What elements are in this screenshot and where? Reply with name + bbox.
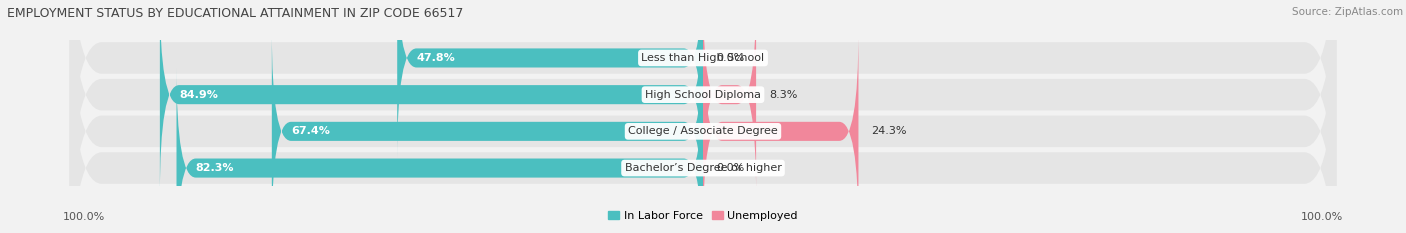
Text: 0.0%: 0.0% [716, 163, 744, 173]
FancyBboxPatch shape [703, 31, 859, 232]
Text: 24.3%: 24.3% [872, 126, 907, 136]
Text: 8.3%: 8.3% [769, 90, 797, 100]
Text: 47.8%: 47.8% [416, 53, 456, 63]
Text: Source: ZipAtlas.com: Source: ZipAtlas.com [1292, 7, 1403, 17]
FancyBboxPatch shape [70, 0, 1336, 233]
FancyBboxPatch shape [177, 68, 703, 233]
Text: Less than High School: Less than High School [641, 53, 765, 63]
Text: EMPLOYMENT STATUS BY EDUCATIONAL ATTAINMENT IN ZIP CODE 66517: EMPLOYMENT STATUS BY EDUCATIONAL ATTAINM… [7, 7, 464, 20]
Text: 100.0%: 100.0% [1301, 212, 1343, 222]
Text: 0.0%: 0.0% [716, 53, 744, 63]
FancyBboxPatch shape [703, 0, 756, 195]
Text: Bachelor’s Degree or higher: Bachelor’s Degree or higher [624, 163, 782, 173]
Text: 67.4%: 67.4% [291, 126, 330, 136]
FancyBboxPatch shape [70, 0, 1336, 226]
FancyBboxPatch shape [160, 0, 703, 195]
Text: 84.9%: 84.9% [179, 90, 218, 100]
FancyBboxPatch shape [70, 0, 1336, 233]
Text: College / Associate Degree: College / Associate Degree [628, 126, 778, 136]
FancyBboxPatch shape [271, 31, 703, 232]
Text: 100.0%: 100.0% [63, 212, 105, 222]
Text: 82.3%: 82.3% [195, 163, 235, 173]
Legend: In Labor Force, Unemployed: In Labor Force, Unemployed [603, 206, 803, 225]
FancyBboxPatch shape [398, 0, 703, 158]
FancyBboxPatch shape [70, 0, 1336, 233]
Text: High School Diploma: High School Diploma [645, 90, 761, 100]
